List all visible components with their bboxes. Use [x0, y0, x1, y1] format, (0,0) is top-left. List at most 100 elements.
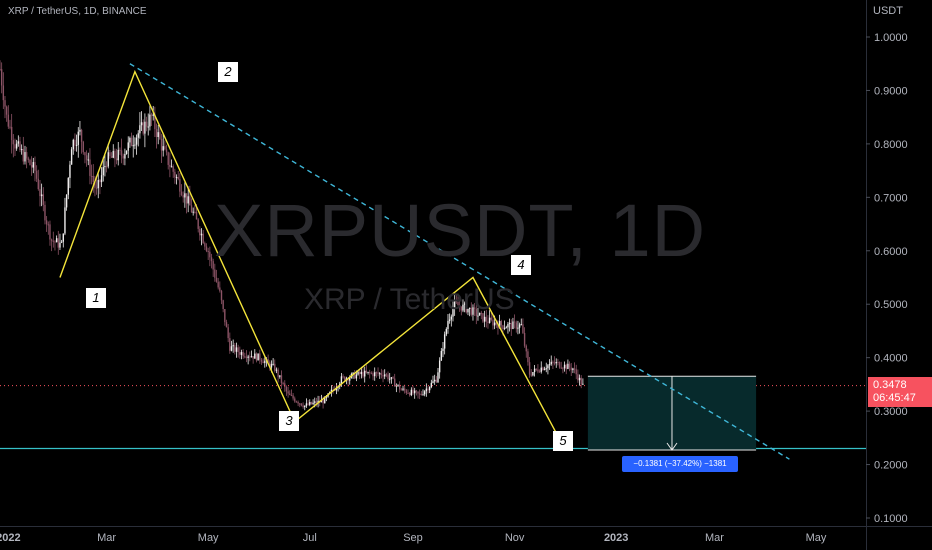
candle-body [157, 132, 159, 137]
wave-label-1[interactable]: 1 [86, 288, 106, 308]
candle-body [542, 367, 544, 370]
candle-body [29, 159, 31, 165]
candle-body [270, 364, 273, 368]
candle-body [413, 390, 416, 394]
candle-body [274, 363, 276, 371]
candle-body [182, 195, 184, 198]
candle-body [400, 389, 403, 391]
candle-body [90, 175, 93, 177]
y-tick-label: 0.7000 [874, 192, 908, 204]
candle-body [64, 207, 66, 234]
wave-label-5[interactable]: 5 [553, 431, 573, 451]
symbol-info: XRP / TetherUS, 1D, BINANCE [8, 6, 147, 17]
x-tick-label: Sep [403, 532, 423, 544]
candle-body [498, 321, 501, 329]
candle-body [537, 369, 539, 372]
candle-body [403, 388, 406, 391]
candle-body [0, 69, 1, 71]
candle-body [259, 353, 261, 360]
candle-body [124, 153, 126, 159]
candle-body [39, 189, 41, 197]
candle-body [485, 316, 487, 322]
candle-body [197, 219, 199, 229]
wave-label-2[interactable]: 2 [218, 62, 238, 82]
trendline [129, 63, 790, 460]
candle-body [55, 238, 58, 243]
candle-body [365, 370, 368, 373]
candle-body [463, 303, 466, 305]
candle-body [342, 376, 344, 378]
candle-body [235, 347, 238, 352]
candle-body [305, 403, 308, 406]
candle-body [538, 371, 541, 373]
candle-body [477, 315, 479, 317]
candle-body [374, 372, 376, 377]
candle-body [215, 277, 218, 282]
candle-body [548, 364, 551, 366]
candle-body [180, 191, 183, 196]
candle-body [335, 387, 338, 391]
candle-body [563, 364, 566, 369]
candle-body [94, 181, 96, 188]
candle-body [70, 149, 73, 165]
candle-body [448, 319, 451, 321]
candle-body [393, 378, 396, 387]
measure-arrow-head [666, 442, 678, 451]
bar-countdown: 06:45:47 [873, 392, 916, 404]
candle-body [467, 308, 469, 313]
wave-label-4[interactable]: 4 [511, 255, 531, 275]
candle-body [185, 193, 188, 204]
candle-body [453, 300, 456, 309]
candle-body [557, 362, 559, 364]
candle-body [457, 301, 459, 306]
candle-body [190, 205, 193, 213]
candle-body [310, 402, 313, 405]
candle-body [97, 180, 99, 189]
candle-body [212, 261, 214, 270]
candle-body [239, 352, 241, 355]
candle-body [147, 126, 149, 128]
candle-body [580, 377, 582, 385]
candle-body [425, 388, 428, 392]
candle-body [482, 313, 484, 322]
candle-body [473, 307, 476, 310]
candle-body [152, 114, 154, 116]
candle-body [85, 155, 88, 160]
candle-body [447, 320, 449, 330]
candle-body [112, 150, 114, 158]
candle-body [24, 152, 26, 162]
candle-body [9, 126, 11, 128]
candle-body [468, 307, 471, 309]
candle-body [523, 332, 526, 346]
candle-body [547, 365, 549, 369]
candle-body [257, 353, 259, 361]
candle-body [385, 374, 388, 376]
candle-body [472, 307, 474, 315]
candle-body [179, 179, 181, 192]
candle-body [285, 387, 288, 392]
wave-label-3[interactable]: 3 [279, 411, 299, 431]
candle-body [217, 281, 219, 288]
candle-body [422, 394, 424, 396]
x-tick-label: Mar [705, 532, 724, 544]
candle-body [35, 170, 38, 179]
candle-body [525, 345, 527, 352]
candle-body [500, 321, 502, 326]
candle-body [502, 325, 504, 329]
candle-body [359, 371, 361, 375]
candle-body [10, 126, 13, 141]
candle-body [495, 322, 497, 325]
y-tick-label: 0.3000 [874, 406, 908, 418]
candle-body [199, 228, 201, 236]
candle-body [189, 196, 191, 206]
candle-body [187, 196, 189, 204]
candle-body [82, 141, 84, 153]
candle-body [483, 316, 486, 322]
candle-body [177, 177, 179, 180]
candle-body [362, 371, 364, 377]
candle-body [360, 371, 363, 375]
candle-body [79, 129, 81, 132]
candle-body [407, 392, 409, 394]
